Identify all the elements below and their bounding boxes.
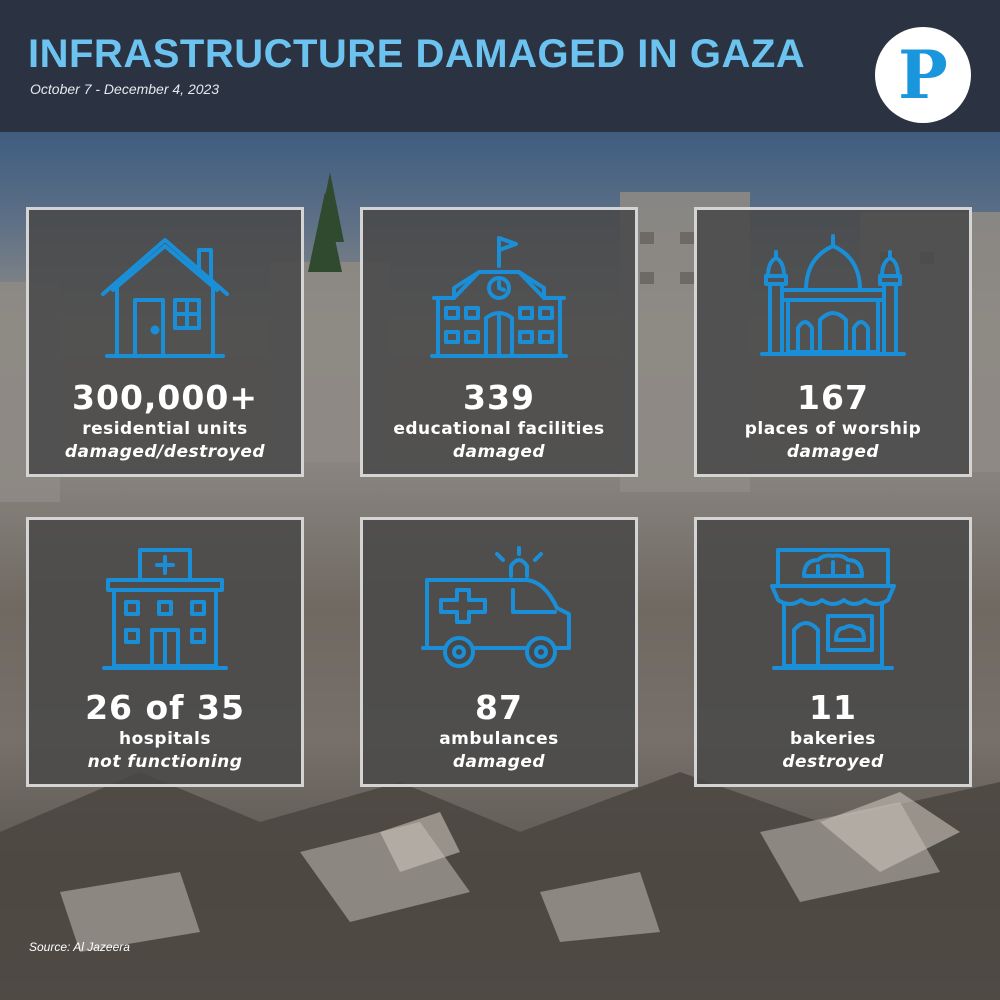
stat-value: 300,000+: [72, 378, 258, 417]
hospital-icon: [102, 548, 228, 670]
ambulance-icon: [421, 546, 571, 668]
stat-label: ambulances: [439, 729, 559, 749]
date-range: October 7 - December 4, 2023: [30, 81, 220, 97]
stat-status: destroyed: [782, 752, 884, 772]
stat-value: 87: [475, 688, 523, 727]
stat-label: educational facilities: [393, 419, 605, 439]
mosque-icon: [760, 234, 906, 356]
stat-card-worship: 167 places of worship damaged: [694, 207, 972, 477]
stat-status: damaged: [452, 752, 546, 772]
stat-value: 339: [463, 378, 535, 417]
stat-card-hospitals: 26 of 35 hospitals not functioning: [26, 517, 304, 787]
stat-label: places of worship: [744, 419, 922, 439]
stat-value: 11: [809, 688, 857, 727]
house-icon: [101, 238, 229, 358]
logo-letter: P: [898, 36, 948, 114]
header-banner: INFRASTRUCTURE DAMAGED IN GAZA October 7…: [0, 0, 1000, 132]
source-credit: Source: Al Jazeera: [29, 940, 130, 954]
stat-value: 26 of 35: [85, 688, 245, 727]
school-icon: [430, 236, 568, 358]
stat-label: hospitals: [119, 729, 211, 749]
bakery-icon: [770, 548, 896, 670]
stat-status: not functioning: [87, 752, 243, 772]
stat-label: bakeries: [790, 729, 876, 749]
stat-label: residential units: [82, 419, 248, 439]
publisher-logo: P: [875, 27, 971, 123]
stat-card-ambulances: 87 ambulances damaged: [360, 517, 638, 787]
stat-value: 167: [797, 378, 869, 417]
stat-status: damaged/destroyed: [64, 442, 266, 462]
stat-status: damaged: [452, 442, 546, 462]
stat-card-bakeries: 11 bakeries destroyed: [694, 517, 972, 787]
stat-card-education: 339 educational facilities damaged: [360, 207, 638, 477]
stat-card-residential: 300,000+ residential units damaged/destr…: [26, 207, 304, 477]
stat-status: damaged: [786, 442, 880, 462]
page-title: INFRASTRUCTURE DAMAGED IN GAZA: [28, 32, 806, 76]
